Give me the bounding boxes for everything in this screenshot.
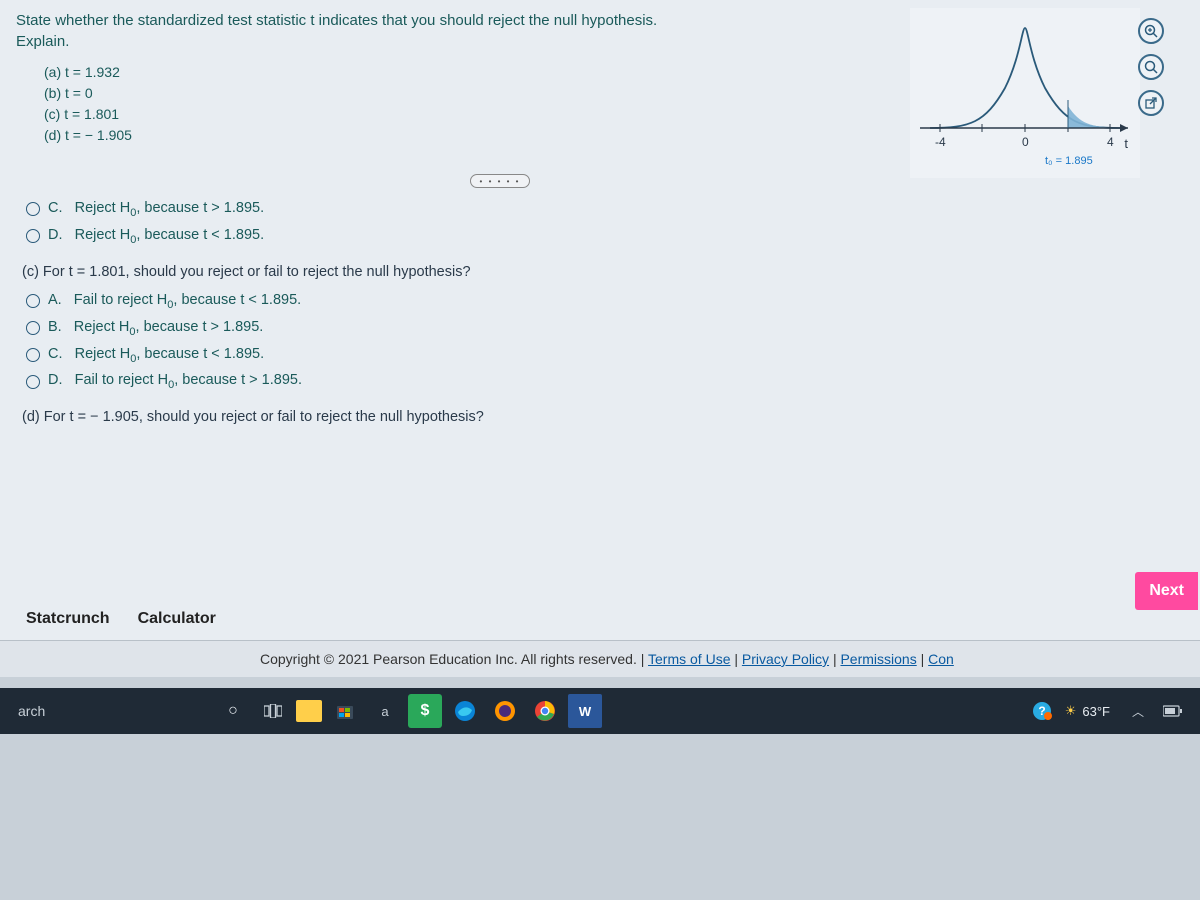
chrome-icon[interactable] <box>528 694 562 728</box>
terms-link[interactable]: Terms of Use <box>648 651 730 667</box>
radio-icon[interactable] <box>26 348 40 362</box>
option-label: D. Reject H0, because t < 1.895. <box>48 227 264 246</box>
option-d-prev[interactable]: D. Reject H0, because t < 1.895. <box>16 227 1184 246</box>
open-external-icon[interactable] <box>1138 90 1164 116</box>
option-label: C. Reject H0, because t > 1.895. <box>48 200 264 219</box>
battery-icon[interactable] <box>1156 694 1190 728</box>
distribution-graph: -4 0 4 t₀ = 1.895 t <box>910 8 1170 198</box>
question-panel: State whether the standardized test stat… <box>0 0 1200 640</box>
app-green-icon[interactable]: $ <box>408 694 442 728</box>
svg-text:0: 0 <box>1022 135 1029 149</box>
permissions-link[interactable]: Permissions <box>840 651 916 667</box>
zoom-in-icon[interactable] <box>1138 18 1164 44</box>
taskbar-search[interactable]: arch <box>10 703 210 719</box>
help-icon[interactable]: ? <box>1025 694 1059 728</box>
zoom-icon[interactable] <box>1138 54 1164 80</box>
axis-label: t <box>1124 136 1128 151</box>
tray-chevron-icon[interactable]: ︿ <box>1126 703 1150 720</box>
firefox-icon[interactable] <box>488 694 522 728</box>
radio-icon[interactable] <box>26 375 40 389</box>
bell-curve-svg: -4 0 4 t₀ = 1.895 <box>910 8 1140 178</box>
radio-icon[interactable] <box>26 294 40 308</box>
weather-temp: 63°F <box>1082 704 1110 719</box>
radio-icon[interactable] <box>26 229 40 243</box>
task-view-icon[interactable] <box>256 694 290 728</box>
app-a-icon[interactable]: a <box>368 694 402 728</box>
word-icon[interactable]: W <box>568 694 602 728</box>
contact-link[interactable]: Con <box>928 651 954 667</box>
svg-text:t₀ = 1.895: t₀ = 1.895 <box>1045 155 1093 167</box>
radio-icon[interactable] <box>26 202 40 216</box>
svg-text:-4: -4 <box>935 135 946 149</box>
privacy-link[interactable]: Privacy Policy <box>742 651 829 667</box>
statcrunch-link[interactable]: Statcrunch <box>26 610 110 628</box>
sub-c-option-c[interactable]: C. Reject H0, because t < 1.895. <box>16 346 1184 365</box>
sub-question-d: (d) For t = − 1.905, should you reject o… <box>22 409 1184 425</box>
sub-question-c: (c) For t = 1.801, should you reject or … <box>22 264 1184 280</box>
sub-c-option-a[interactable]: A. Fail to reject H0, because t < 1.895. <box>16 292 1184 311</box>
calculator-link[interactable]: Calculator <box>138 610 216 628</box>
option-label: C. Reject H0, because t < 1.895. <box>48 346 264 365</box>
edge-icon[interactable] <box>448 694 482 728</box>
cortana-icon[interactable]: ○ <box>216 694 250 728</box>
ms-store-icon[interactable] <box>328 694 362 728</box>
option-c-prev[interactable]: C. Reject H0, because t > 1.895. <box>16 200 1184 219</box>
footer: Copyright © 2021 Pearson Education Inc. … <box>0 640 1200 677</box>
option-label: A. Fail to reject H0, because t < 1.895. <box>48 292 301 311</box>
radio-icon[interactable] <box>26 321 40 335</box>
windows-taskbar: arch ○ a $ W ? ☀ 63°F ︿ <box>0 688 1200 734</box>
question-prompt: State whether the standardized test stat… <box>16 10 676 52</box>
next-button[interactable]: Next <box>1135 572 1198 610</box>
copyright-text: Copyright © 2021 Pearson Education Inc. … <box>260 651 648 667</box>
file-explorer-icon[interactable] <box>296 700 322 722</box>
option-label: B. Reject H0, because t > 1.895. <box>48 319 263 338</box>
svg-text:4: 4 <box>1107 135 1114 149</box>
graph-icon-column <box>1138 18 1164 116</box>
sub-c-option-b[interactable]: B. Reject H0, because t > 1.895. <box>16 319 1184 338</box>
weather-widget[interactable]: ☀ 63°F <box>1065 703 1110 719</box>
sub-c-option-d[interactable]: D. Fail to reject H0, because t > 1.895. <box>16 372 1184 391</box>
option-label: D. Fail to reject H0, because t > 1.895. <box>48 372 302 391</box>
collapse-divider[interactable]: • • • • • <box>470 174 530 188</box>
tool-row: Statcrunch Calculator <box>26 610 216 628</box>
